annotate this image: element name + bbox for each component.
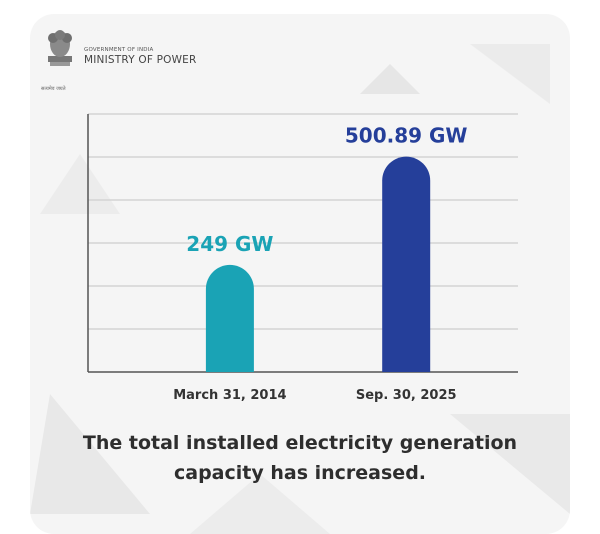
ministry-name: MINISTRY OF POWER [84,54,197,66]
bar [205,264,254,372]
national-emblem-icon [48,30,72,66]
caption-line-1: The total installed electricity generati… [82,432,518,454]
bar [382,156,431,372]
caption-line-2: capacity has increased. [173,462,427,484]
bar-chart: 249 GW March 31, 2014 500.89 GW Sep. 30, 20… [87,113,518,403]
data-label: 500.89 GW [345,124,468,148]
government-label: GOVERNMENT OF INDIA [84,47,154,53]
x-tick-label: Sep. 30, 2025 [356,388,457,403]
x-tick-label: March 31, 2014 [173,388,286,403]
infographic-card: सत्यमेव जयते GOVERNMENT OF INDIA MINISTR… [30,14,570,534]
data-label: 249 GW [186,232,273,256]
emblem-caption: सत्यमेव जयते [41,86,66,92]
